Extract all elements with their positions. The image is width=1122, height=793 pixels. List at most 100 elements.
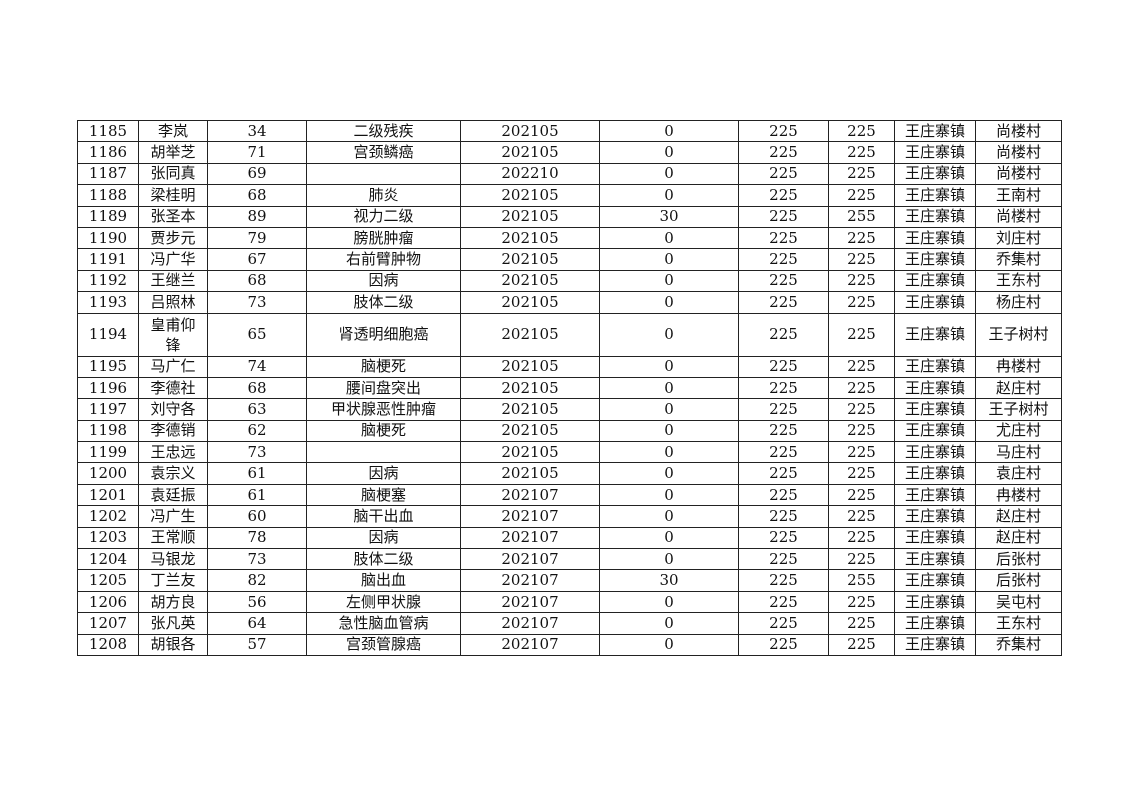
cell-name: 马银龙	[138, 548, 208, 571]
table-row: 1185 李岚 34 二级残疾 202105 0 225 225 王庄寨镇 尚楼村	[77, 119, 1062, 143]
cell-condition: 脑梗死	[306, 355, 461, 378]
cell-index: 1201	[77, 483, 139, 507]
cell-village: 尚楼村	[975, 205, 1062, 228]
table-row: 1205 丁兰友 82 脑出血 202107 30 225 255 王庄寨镇 后张村	[77, 569, 1062, 592]
cell-index: 1186	[77, 141, 139, 164]
cell-village: 冉楼村	[975, 355, 1062, 378]
cell-index: 1204	[77, 548, 139, 571]
cell-town: 王庄寨镇	[894, 226, 976, 250]
cell-age: 56	[207, 590, 307, 614]
cell-age: 61	[207, 462, 307, 485]
cell-name: 胡方良	[138, 590, 208, 614]
cell-village: 尚楼村	[975, 119, 1062, 143]
cell-base: 225	[738, 526, 829, 550]
cell-base: 225	[738, 419, 829, 443]
cell-date: 202105	[460, 355, 600, 378]
cell-extra: 0	[599, 119, 739, 143]
cell-condition: 脑出血	[306, 569, 461, 592]
cell-extra: 0	[599, 376, 739, 400]
cell-base: 225	[738, 612, 829, 635]
cell-condition: 肢体二级	[306, 548, 461, 571]
cell-village: 吴屯村	[975, 590, 1062, 614]
cell-base: 225	[738, 548, 829, 571]
cell-date: 202107	[460, 612, 600, 635]
cell-base: 225	[738, 269, 829, 293]
cell-condition: 因病	[306, 269, 461, 293]
cell-index: 1208	[77, 633, 139, 656]
cell-extra: 0	[599, 419, 739, 443]
cell-condition: 肾透明细胞癌	[306, 312, 461, 357]
cell-village: 王子树村	[975, 312, 1062, 357]
cell-index: 1190	[77, 226, 139, 250]
cell-extra: 30	[599, 569, 739, 592]
cell-town: 王庄寨镇	[894, 633, 976, 656]
cell-base: 225	[738, 119, 829, 143]
cell-condition: 因病	[306, 462, 461, 485]
cell-index: 1205	[77, 569, 139, 592]
cell-date: 202107	[460, 548, 600, 571]
cell-name: 张凡英	[138, 612, 208, 635]
cell-base: 225	[738, 590, 829, 614]
cell-age: 65	[207, 312, 307, 357]
cell-index: 1199	[77, 441, 139, 464]
cell-base: 225	[738, 226, 829, 250]
cell-date: 202105	[460, 419, 600, 443]
cell-town: 王庄寨镇	[894, 590, 976, 614]
cell-extra: 0	[599, 483, 739, 507]
cell-date: 202105	[460, 441, 600, 464]
cell-village: 王东村	[975, 612, 1062, 635]
cell-extra: 0	[599, 526, 739, 550]
cell-name: 李岚	[138, 119, 208, 143]
cell-age: 68	[207, 376, 307, 400]
table-row: 1192 王继兰 68 因病 202105 0 225 225 王庄寨镇 王东村	[77, 269, 1062, 293]
cell-village: 王南村	[975, 184, 1062, 207]
cell-base: 225	[738, 376, 829, 400]
cell-index: 1198	[77, 419, 139, 443]
cell-name: 张圣本	[138, 205, 208, 228]
cell-condition	[306, 441, 461, 464]
cell-total: 225	[828, 548, 895, 571]
cell-condition: 肺炎	[306, 184, 461, 207]
cell-name: 胡银各	[138, 633, 208, 656]
cell-name: 胡举芝	[138, 141, 208, 164]
table-row: 1198 李德销 62 脑梗死 202105 0 225 225 王庄寨镇 尤庄村	[77, 419, 1062, 443]
cell-total: 255	[828, 205, 895, 228]
cell-condition: 脑干出血	[306, 505, 461, 528]
cell-total: 225	[828, 119, 895, 143]
cell-index: 1189	[77, 205, 139, 228]
records-table: 1185 李岚 34 二级残疾 202105 0 225 225 王庄寨镇 尚楼村 1186 胡举芝 7…	[77, 119, 1062, 656]
cell-date: 202105	[460, 226, 600, 250]
cell-age: 64	[207, 612, 307, 635]
cell-extra: 0	[599, 505, 739, 528]
cell-name: 张同真	[138, 162, 208, 186]
table-body: 1185 李岚 34 二级残疾 202105 0 225 225 王庄寨镇 尚楼村 1186 胡举芝 7…	[77, 119, 1062, 656]
table-row: 1203 王常顺 78 因病 202107 0 225 225 王庄寨镇 赵庄村	[77, 526, 1062, 550]
cell-index: 1200	[77, 462, 139, 485]
cell-age: 62	[207, 419, 307, 443]
cell-total: 225	[828, 526, 895, 550]
cell-date: 202105	[460, 184, 600, 207]
cell-village: 尚楼村	[975, 162, 1062, 186]
table-row: 1206 胡方良 56 左侧甲状腺 202107 0 225 225 王庄寨镇 吴屯村	[77, 590, 1062, 614]
cell-total: 225	[828, 419, 895, 443]
cell-total: 225	[828, 355, 895, 378]
table-row: 1194 皇甫仰锋 65 肾透明细胞癌 202105 0 225 225 王庄寨镇 王子树村	[77, 312, 1062, 357]
cell-total: 225	[828, 184, 895, 207]
cell-total: 225	[828, 441, 895, 464]
cell-name: 冯广生	[138, 505, 208, 528]
cell-name: 王继兰	[138, 269, 208, 293]
cell-index: 1194	[77, 312, 139, 357]
table-row: 1200 袁宗义 61 因病 202105 0 225 225 王庄寨镇 袁庄村	[77, 462, 1062, 485]
cell-age: 61	[207, 483, 307, 507]
cell-total: 225	[828, 633, 895, 656]
cell-town: 王庄寨镇	[894, 569, 976, 592]
cell-total: 225	[828, 248, 895, 271]
cell-base: 225	[738, 141, 829, 164]
cell-total: 225	[828, 291, 895, 314]
cell-village: 王子树村	[975, 398, 1062, 421]
cell-condition: 宫颈管腺癌	[306, 633, 461, 656]
cell-condition: 急性脑血管病	[306, 612, 461, 635]
cell-name: 李德销	[138, 419, 208, 443]
table-row: 1197 刘守各 63 甲状腺恶性肿瘤 202105 0 225 225 王庄寨镇 王子树村	[77, 398, 1062, 421]
cell-name: 梁桂明	[138, 184, 208, 207]
